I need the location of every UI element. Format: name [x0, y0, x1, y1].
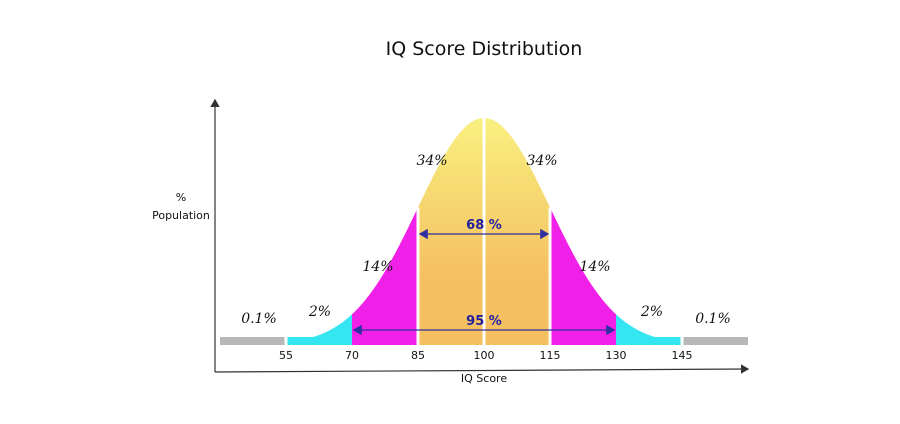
- segment-145-160: [682, 337, 748, 345]
- y-axis-label-line-1: %: [176, 191, 186, 204]
- x-tick-115: 115: [540, 349, 561, 362]
- percent-label-70-85: 14%: [362, 259, 393, 275]
- x-tick-145: 145: [672, 349, 693, 362]
- y-axis-label-line-2: Population: [152, 209, 210, 222]
- segment-115-130: [550, 207, 616, 345]
- x-tick-labels: 55 70 85 100 115 130 145: [279, 349, 693, 362]
- x-tick-130: 130: [606, 349, 627, 362]
- percent-label-85-100: 34%: [416, 153, 447, 169]
- segment-70-85: [352, 207, 418, 345]
- percent-label-130-145: 2%: [640, 304, 663, 320]
- x-tick-70: 70: [345, 349, 359, 362]
- range-label-85-115: 68 %: [466, 218, 502, 233]
- segment-40-55: [220, 337, 286, 345]
- x-tick-85: 85: [411, 349, 425, 362]
- percent-label-55-70: 2%: [308, 304, 331, 320]
- segment-55-70: [286, 314, 352, 345]
- segment-130-145: [616, 314, 682, 345]
- x-axis-label: IQ Score: [461, 372, 507, 385]
- chart-title: IQ Score Distribution: [385, 38, 583, 60]
- range-annotations: 68 % 95 %: [352, 218, 616, 336]
- percent-label-40-55: 0.1%: [241, 311, 277, 327]
- x-tick-100: 100: [474, 349, 495, 362]
- percent-labels: 0.1% 2% 14% 34% 34% 14% 2% 0.1%: [241, 153, 731, 327]
- percent-label-100-115: 34%: [526, 153, 557, 169]
- percent-label-115-130: 14%: [579, 259, 610, 275]
- range-label-70-130: 95 %: [466, 314, 502, 329]
- percent-label-145-160: 0.1%: [695, 311, 731, 327]
- x-tick-55: 55: [279, 349, 293, 362]
- x-axis: [214, 364, 750, 374]
